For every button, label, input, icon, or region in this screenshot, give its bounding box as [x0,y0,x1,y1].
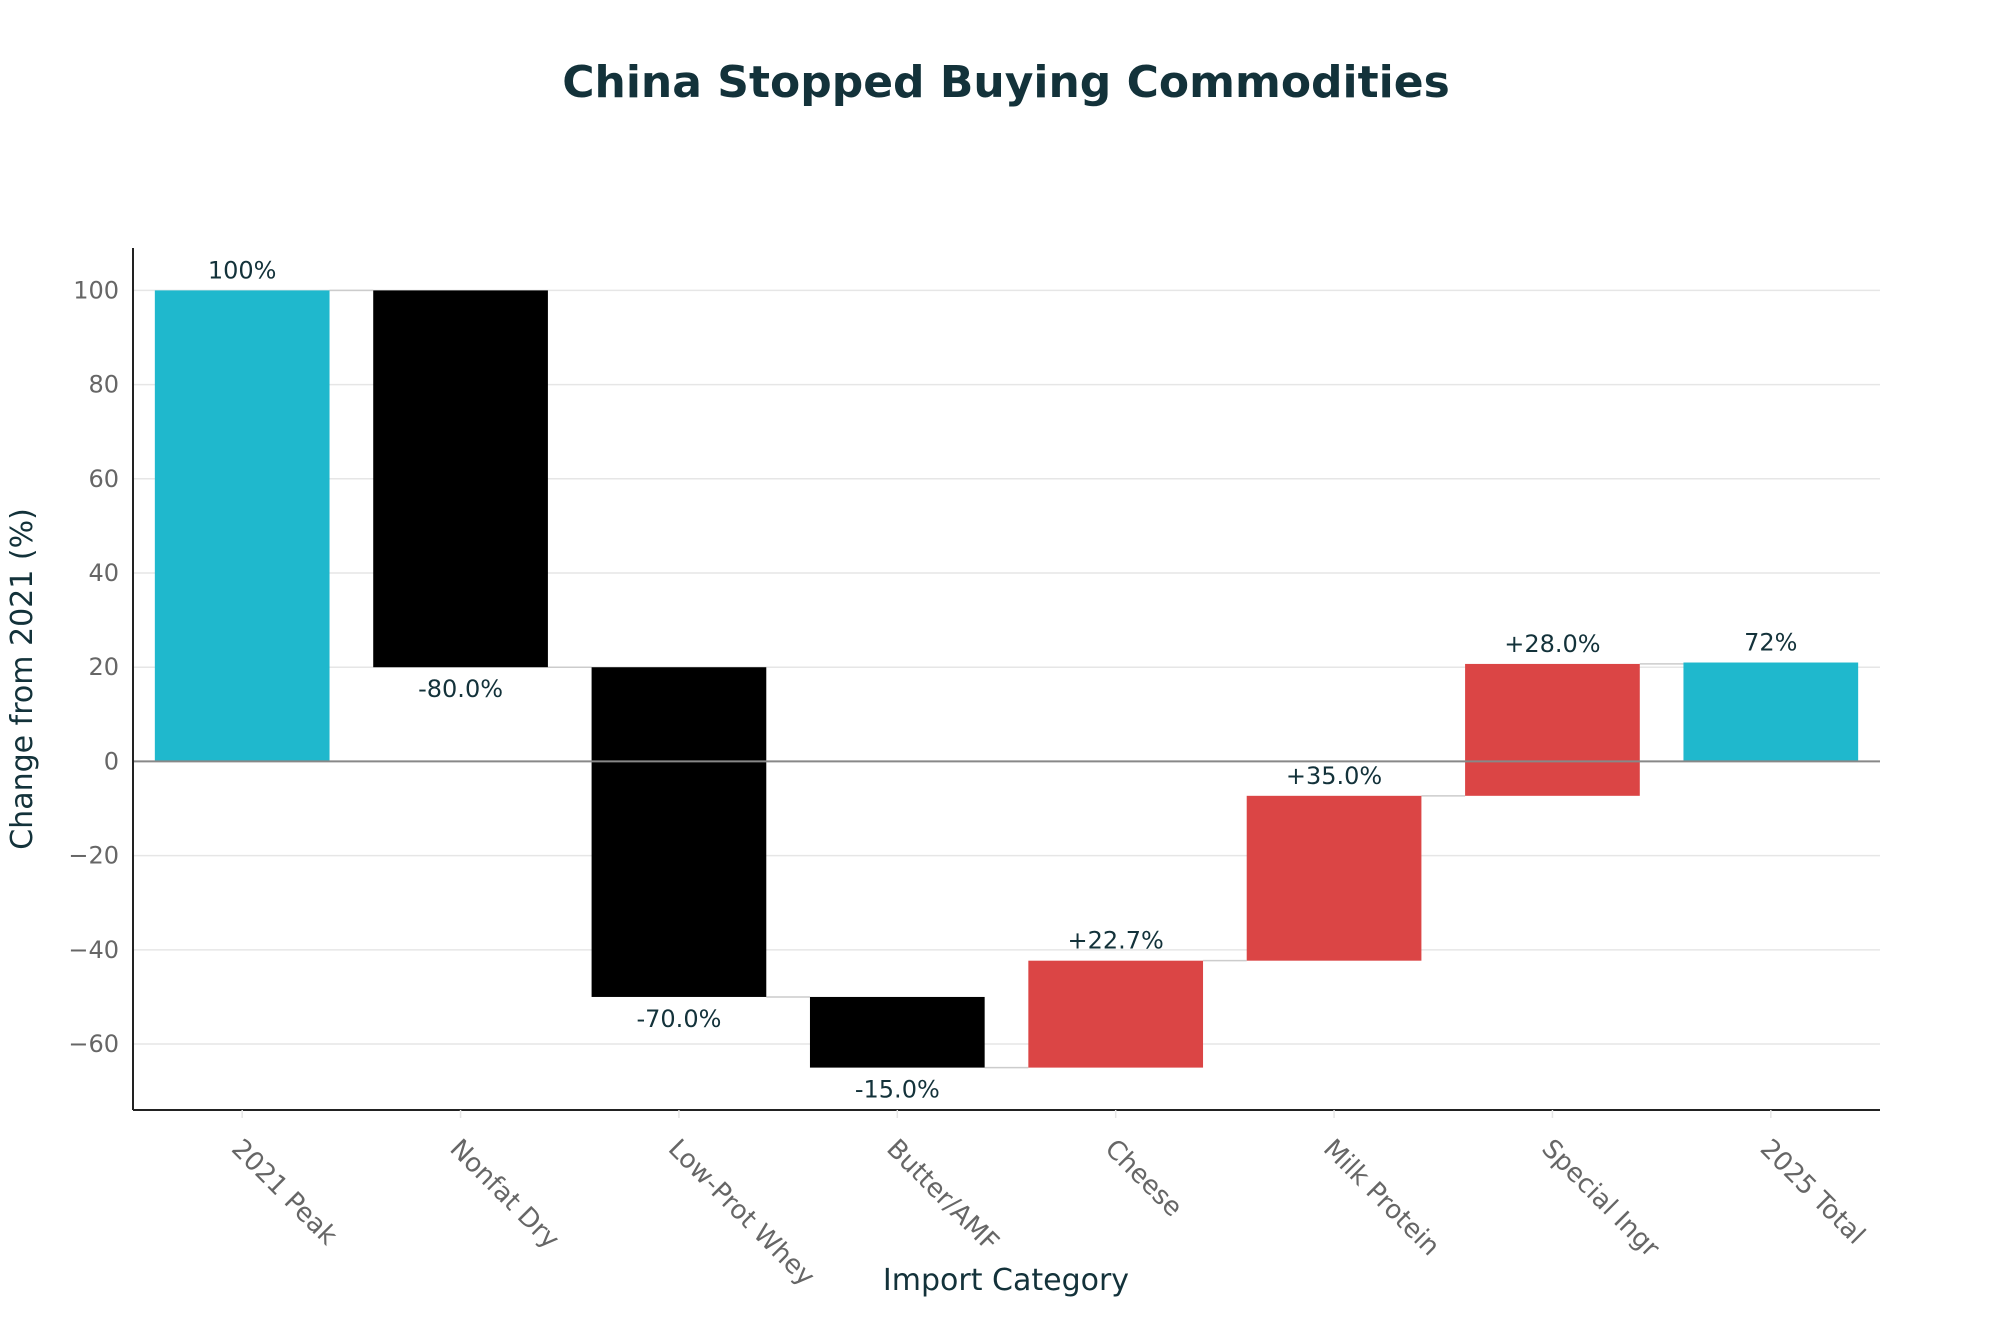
data-label: 72% [1744,629,1797,657]
x-tick-label: Milk Protein [1317,1134,1445,1262]
x-axis-title: Import Category [883,1263,1129,1298]
y-tick-labels: 100 80 60 40 20 0 −20 −40 −60 [68,276,119,1058]
bar-special-ingr [1465,663,1640,796]
bar-butter-amf [809,996,985,1068]
x-tick-label: Cheese [1099,1134,1188,1223]
bar-cheese [1028,960,1204,1068]
data-label: +28.0% [1504,630,1600,658]
y-tick-label: 80 [88,371,119,399]
bar-low-prot-whey [591,667,767,997]
bar-2021-peak [154,290,330,762]
x-tick-label: Low-Prot Whey [662,1134,820,1292]
y-tick-label: 60 [88,465,119,493]
bar-2025-total [1683,662,1859,762]
x-tick-label: 2021 Peak [225,1134,343,1252]
connectors [329,289,1684,1069]
y-tick-label: 0 [104,747,119,775]
data-label: -15.0% [855,1076,940,1104]
data-label: -80.0% [418,675,503,703]
y-tick-label: −20 [68,842,119,870]
y-tick-label: 20 [88,653,119,681]
x-tick-label: Butter/AMF [880,1134,1004,1258]
x-tick-label: Special Ingr [1535,1134,1665,1264]
y-tick-label: −40 [68,936,119,964]
data-label: +35.0% [1286,762,1382,790]
y-axis-title: Change from 2021 (%) [5,508,40,850]
x-tick-label: 2025 Total [1754,1134,1871,1251]
data-label: 100% [208,256,277,284]
y-tick-label: 100 [73,276,119,304]
x-tick-label: Nonfat Dry [444,1134,565,1255]
y-tick-label: −60 [68,1030,119,1058]
chart-title: China Stopped Buying Commodities [562,57,1450,108]
bar-milk-protein [1246,795,1422,961]
axes [132,248,1880,1111]
bars [154,290,1859,1068]
data-labels: 100% -80.0% -70.0% -15.0% +22.7% +35.0% +28.0%… [208,256,1798,1103]
data-label: +22.7% [1068,927,1164,955]
bar-nonfat-dry [373,290,548,668]
y-tick-label: 40 [88,559,119,587]
data-label: -70.0% [636,1005,721,1033]
